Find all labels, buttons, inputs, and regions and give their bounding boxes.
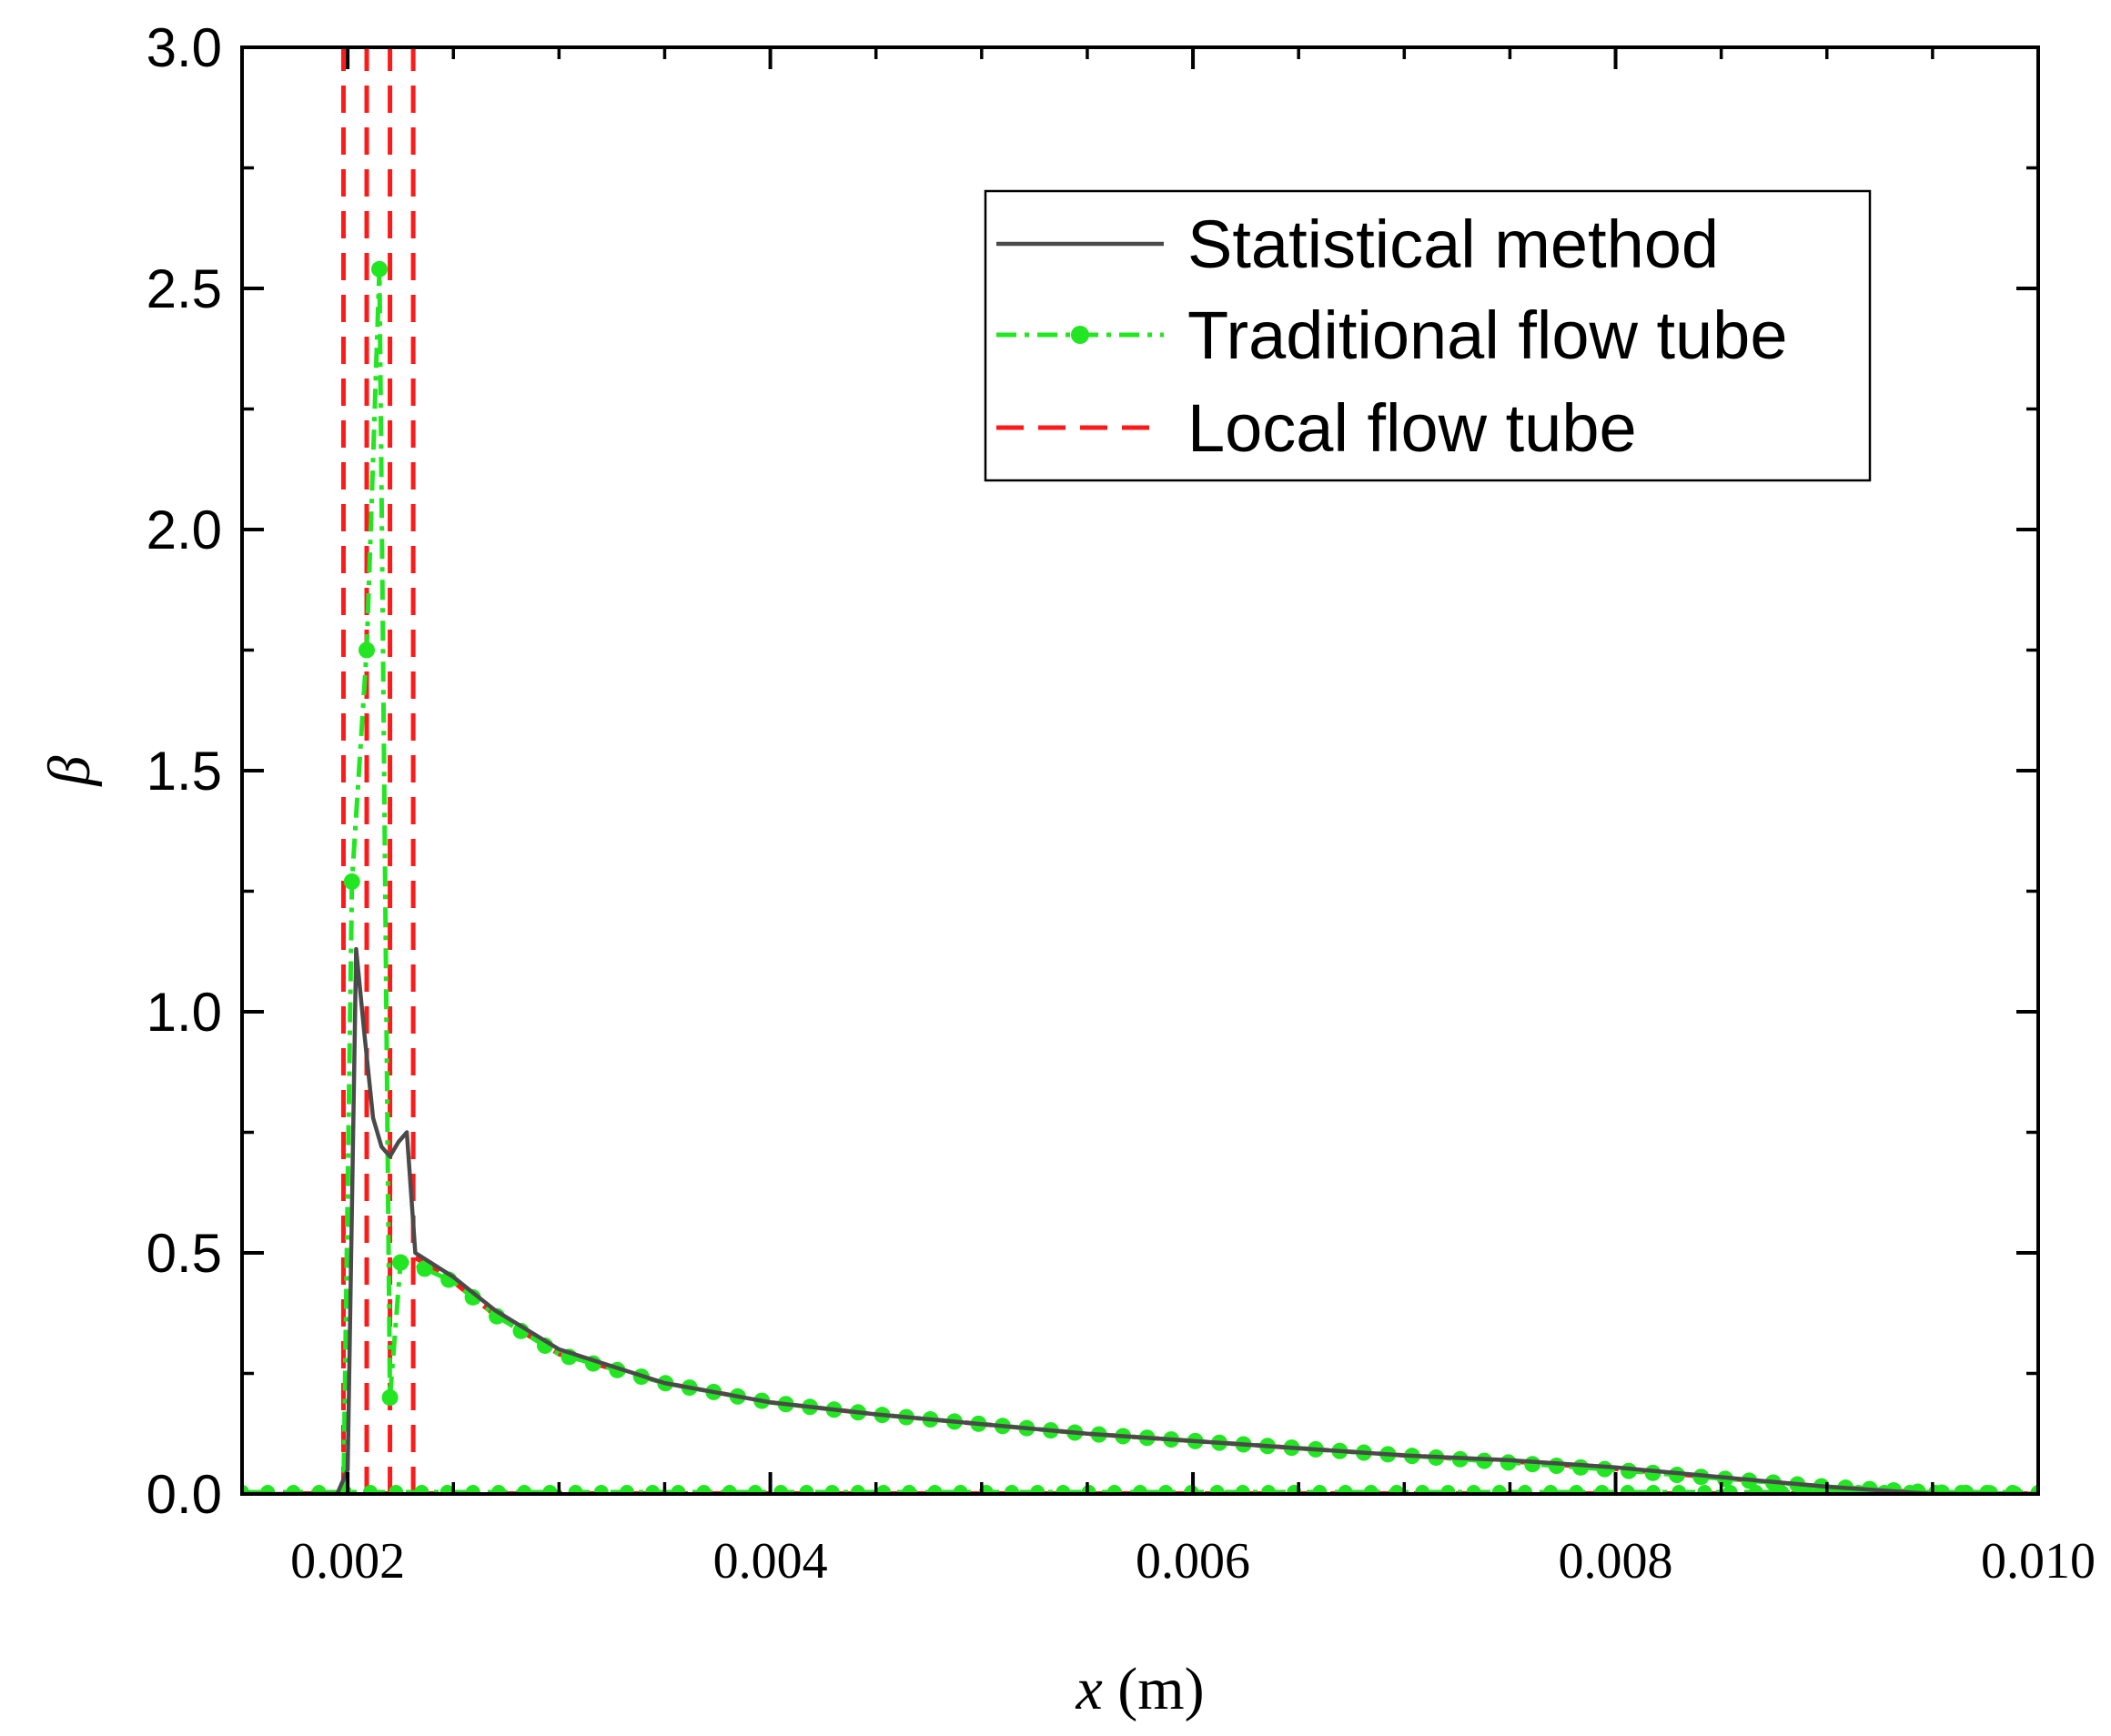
traditional-flow-tube-marker <box>1596 1460 1613 1478</box>
traditional-flow-tube-marker <box>1363 1485 1379 1494</box>
traditional-flow-tube-marker <box>1569 1485 1584 1494</box>
statistical-method-line <box>242 946 2038 1494</box>
traditional-flow-tube-marker <box>1979 1485 1995 1494</box>
traditional-flow-tube-marker <box>465 1485 480 1494</box>
traditional-flow-tube-marker <box>1954 1485 1969 1494</box>
legend: Statistical method Traditional flow tube L… <box>984 189 1872 482</box>
traditional-flow-tube-marker <box>363 1485 378 1494</box>
traditional-flow-tube-marker <box>671 1485 686 1494</box>
traditional-flow-tube-marker <box>1158 1485 1174 1494</box>
traditional-flow-tube-marker <box>1518 1485 1532 1494</box>
traditional-flow-tube-marker <box>722 1485 737 1494</box>
traditional-flow-tube-marker <box>1106 1485 1122 1494</box>
y-tick-label: 0.0 <box>146 1464 222 1525</box>
y-tick-label: 2.5 <box>146 258 222 319</box>
traditional-flow-tube-marker <box>1005 1485 1019 1494</box>
traditional-flow-tube-marker <box>311 1485 327 1494</box>
traditional-flow-tube-marker <box>343 873 360 890</box>
traditional-flow-tube-marker <box>799 1485 814 1494</box>
traditional-flow-tube-marker <box>876 1485 891 1494</box>
legend-label-local: Local flow tube <box>1187 390 1637 466</box>
traditional-flow-tube-marker <box>927 1485 943 1494</box>
traditional-flow-tube-marker <box>824 1485 840 1494</box>
y-tick-label: 1.0 <box>146 982 222 1043</box>
traditional-flow-tube-marker <box>568 1485 583 1494</box>
traditional-flow-tube-marker <box>1389 1485 1404 1494</box>
traditional-flow-tube-marker <box>1415 1485 1430 1494</box>
x-tick-label: 0.008 <box>1559 1533 1673 1590</box>
traditional-flow-tube-marker <box>359 641 376 659</box>
series-layer <box>242 47 2038 1494</box>
traditional-flow-tube-marker <box>696 1485 712 1494</box>
traditional-flow-tube-marker <box>1133 1485 1147 1494</box>
traditional-flow-tube-marker <box>381 1389 399 1406</box>
y-tick-label: 3.0 <box>146 17 222 78</box>
traditional-flow-tube-marker <box>620 1485 634 1494</box>
x-axis-symbol: x <box>1075 1656 1102 1722</box>
traditional-flow-tube-marker <box>1646 1485 1661 1494</box>
traditional-flow-tube-marker <box>593 1485 609 1494</box>
traditional-flow-tube-marker <box>491 1485 506 1494</box>
x-tick-label: 0.004 <box>713 1533 828 1590</box>
traditional-flow-tube-marker <box>1466 1485 1481 1494</box>
local-flow-tube-line <box>414 1256 2038 1494</box>
legend-label-traditional: Traditional flow tube <box>1187 298 1788 373</box>
traditional-flow-tube-marker <box>1620 1485 1635 1494</box>
traditional-flow-tube-marker <box>1774 1485 1789 1494</box>
y-tick-label: 1.5 <box>146 741 222 802</box>
traditional-flow-tube-marker <box>2005 1485 2020 1494</box>
traditional-flow-tube-marker <box>260 1485 276 1494</box>
traditional-flow-tube-marker <box>439 1485 455 1494</box>
traditional-flow-tube-marker <box>1338 1485 1353 1494</box>
traditional-flow-tube-marker <box>1748 1485 1763 1494</box>
y-tick-label: 2.0 <box>146 500 222 560</box>
traditional-flow-tube-marker <box>1491 1485 1507 1494</box>
traditional-flow-tube-marker <box>517 1485 532 1494</box>
traditional-flow-tube-marker <box>1056 1485 1071 1494</box>
x-tick-label: 0.006 <box>1136 1533 1250 1590</box>
x-tick-label: 0.002 <box>290 1533 405 1590</box>
y-tick-label: 0.5 <box>146 1223 222 1284</box>
legend-marker-traditional <box>1071 326 1089 344</box>
traditional-flow-tube-marker <box>542 1485 558 1494</box>
traditional-flow-tube-marker <box>1543 1485 1559 1494</box>
traditional-flow-tube-marker <box>1209 1485 1225 1494</box>
legend-label-statistical: Statistical method <box>1187 207 1719 282</box>
traditional-flow-tube-marker <box>286 1485 301 1494</box>
traditional-flow-tube-marker <box>370 260 388 278</box>
traditional-flow-tube-marker <box>1722 1485 1738 1494</box>
traditional-flow-tube-marker <box>1697 1485 1712 1494</box>
traditional-flow-tube-marker <box>1235 1485 1250 1494</box>
traditional-flow-tube-marker <box>645 1485 661 1494</box>
traditional-flow-tube-marker <box>389 1485 404 1494</box>
x-axis-unit: (m) <box>1103 1656 1205 1722</box>
axes-layer: 0.0 0.5 1.0 1.5 2.0 2.5 3.0 0.002 0.004 0.006 0.00… <box>36 17 2096 1722</box>
traditional-flow-tube-marker <box>953 1485 968 1494</box>
traditional-flow-tube-marker <box>416 1260 433 1277</box>
traditional-flow-tube-marker <box>1672 1485 1687 1494</box>
traditional-flow-tube-marker <box>1440 1485 1456 1494</box>
x-tick-label: 0.010 <box>1981 1533 2096 1590</box>
y-axis-title: β <box>36 755 103 787</box>
traditional-flow-tube-marker <box>1594 1485 1610 1494</box>
traditional-flow-tube-marker <box>748 1485 763 1494</box>
traditional-flow-tube-marker <box>414 1485 429 1494</box>
x-axis-title: x (m) <box>1075 1656 1204 1722</box>
traditional-flow-tube-marker <box>850 1485 865 1494</box>
traditional-flow-tube-marker <box>773 1485 789 1494</box>
traditional-flow-tube-marker <box>1312 1485 1328 1494</box>
traditional-flow-tube-marker <box>902 1485 917 1494</box>
traditional-flow-tube-marker <box>392 1254 409 1271</box>
traditional-flow-tube-marker <box>1030 1485 1045 1494</box>
traditional-flow-tube-marker <box>1261 1485 1276 1494</box>
